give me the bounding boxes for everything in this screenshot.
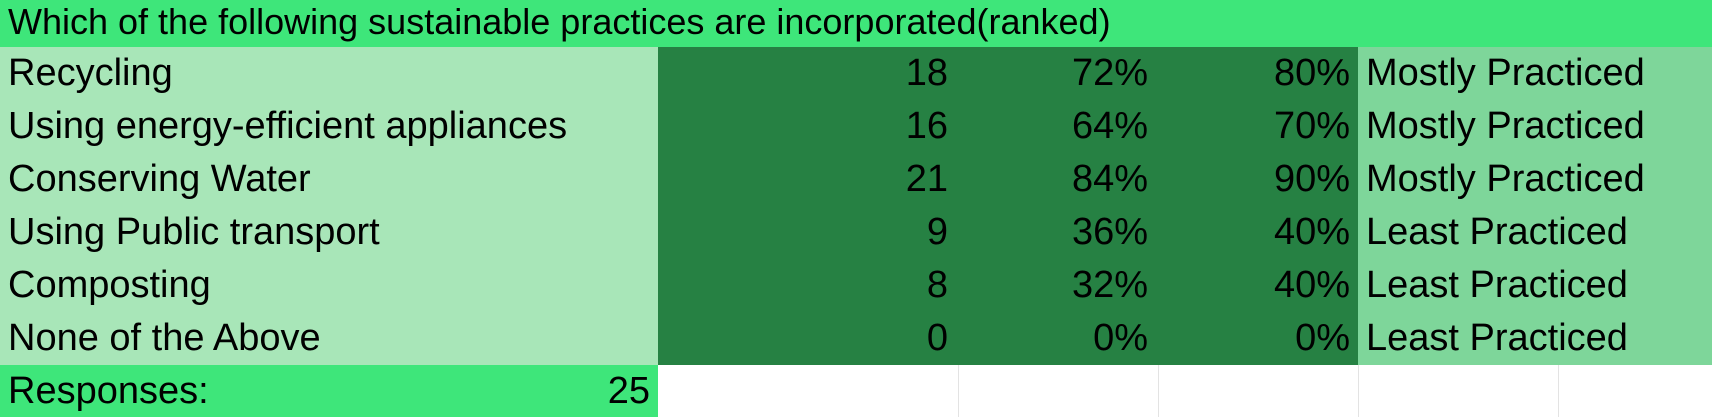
percent-cell[interactable]: 32% bbox=[958, 259, 1158, 312]
practice-label-cell[interactable]: Using energy-efficient appliances bbox=[0, 100, 658, 153]
percent-cell[interactable]: 36% bbox=[958, 206, 1158, 259]
status-cell[interactable]: Mostly Practiced bbox=[1358, 153, 1712, 206]
cell-gridline bbox=[1558, 365, 1559, 417]
rounded-percent-cell[interactable]: 40% bbox=[1158, 206, 1358, 259]
status-cell[interactable]: Mostly Practiced bbox=[1358, 100, 1712, 153]
table-row: None of the Above 0 0% 0% Least Practice… bbox=[0, 312, 1712, 365]
rounded-percent-cell[interactable]: 0% bbox=[1158, 312, 1358, 365]
status-cell[interactable]: Least Practiced bbox=[1358, 206, 1712, 259]
status-cell[interactable]: Mostly Practiced bbox=[1358, 47, 1712, 100]
table-row: Composting 8 32% 40% Least Practiced bbox=[0, 259, 1712, 312]
percent-cell[interactable]: 72% bbox=[958, 47, 1158, 100]
status-cell[interactable]: Least Practiced bbox=[1358, 259, 1712, 312]
count-cell[interactable]: 8 bbox=[658, 259, 958, 312]
responses-row: Responses: 25 bbox=[0, 365, 1712, 417]
rounded-percent-cell[interactable]: 70% bbox=[1158, 100, 1358, 153]
table-title[interactable]: Which of the following sustainable pract… bbox=[0, 0, 1712, 47]
status-cell[interactable]: Least Practiced bbox=[1358, 312, 1712, 365]
table-row: Recycling 18 72% 80% Mostly Practiced bbox=[0, 47, 1712, 100]
percent-cell[interactable]: 0% bbox=[958, 312, 1158, 365]
count-cell[interactable]: 9 bbox=[658, 206, 958, 259]
count-cell[interactable]: 18 bbox=[658, 47, 958, 100]
count-cell[interactable]: 21 bbox=[658, 153, 958, 206]
rounded-percent-cell[interactable]: 40% bbox=[1158, 259, 1358, 312]
cell-gridline bbox=[1158, 365, 1159, 417]
table-row: Using energy-efficient appliances 16 64%… bbox=[0, 100, 1712, 153]
count-cell[interactable]: 0 bbox=[658, 312, 958, 365]
practice-label-cell[interactable]: Conserving Water bbox=[0, 153, 658, 206]
responses-cell[interactable]: Responses: 25 bbox=[0, 365, 658, 417]
table-row: Using Public transport 9 36% 40% Least P… bbox=[0, 206, 1712, 259]
practice-label-cell[interactable]: Using Public transport bbox=[0, 206, 658, 259]
percent-cell[interactable]: 64% bbox=[958, 100, 1158, 153]
rounded-percent-cell[interactable]: 80% bbox=[1158, 47, 1358, 100]
cell-gridline bbox=[958, 365, 959, 417]
data-grid: Recycling 18 72% 80% Mostly Practiced Us… bbox=[0, 47, 1712, 365]
responses-value: 25 bbox=[607, 370, 650, 412]
count-cell[interactable]: 16 bbox=[658, 100, 958, 153]
percent-cell[interactable]: 84% bbox=[958, 153, 1158, 206]
rounded-percent-cell[interactable]: 90% bbox=[1158, 153, 1358, 206]
practice-label-cell[interactable]: None of the Above bbox=[0, 312, 658, 365]
cell-gridline bbox=[1358, 365, 1359, 417]
practice-label-cell[interactable]: Composting bbox=[0, 259, 658, 312]
table-row: Conserving Water 21 84% 90% Mostly Pract… bbox=[0, 153, 1712, 206]
responses-label: Responses: bbox=[8, 370, 209, 412]
practice-label-cell[interactable]: Recycling bbox=[0, 47, 658, 100]
